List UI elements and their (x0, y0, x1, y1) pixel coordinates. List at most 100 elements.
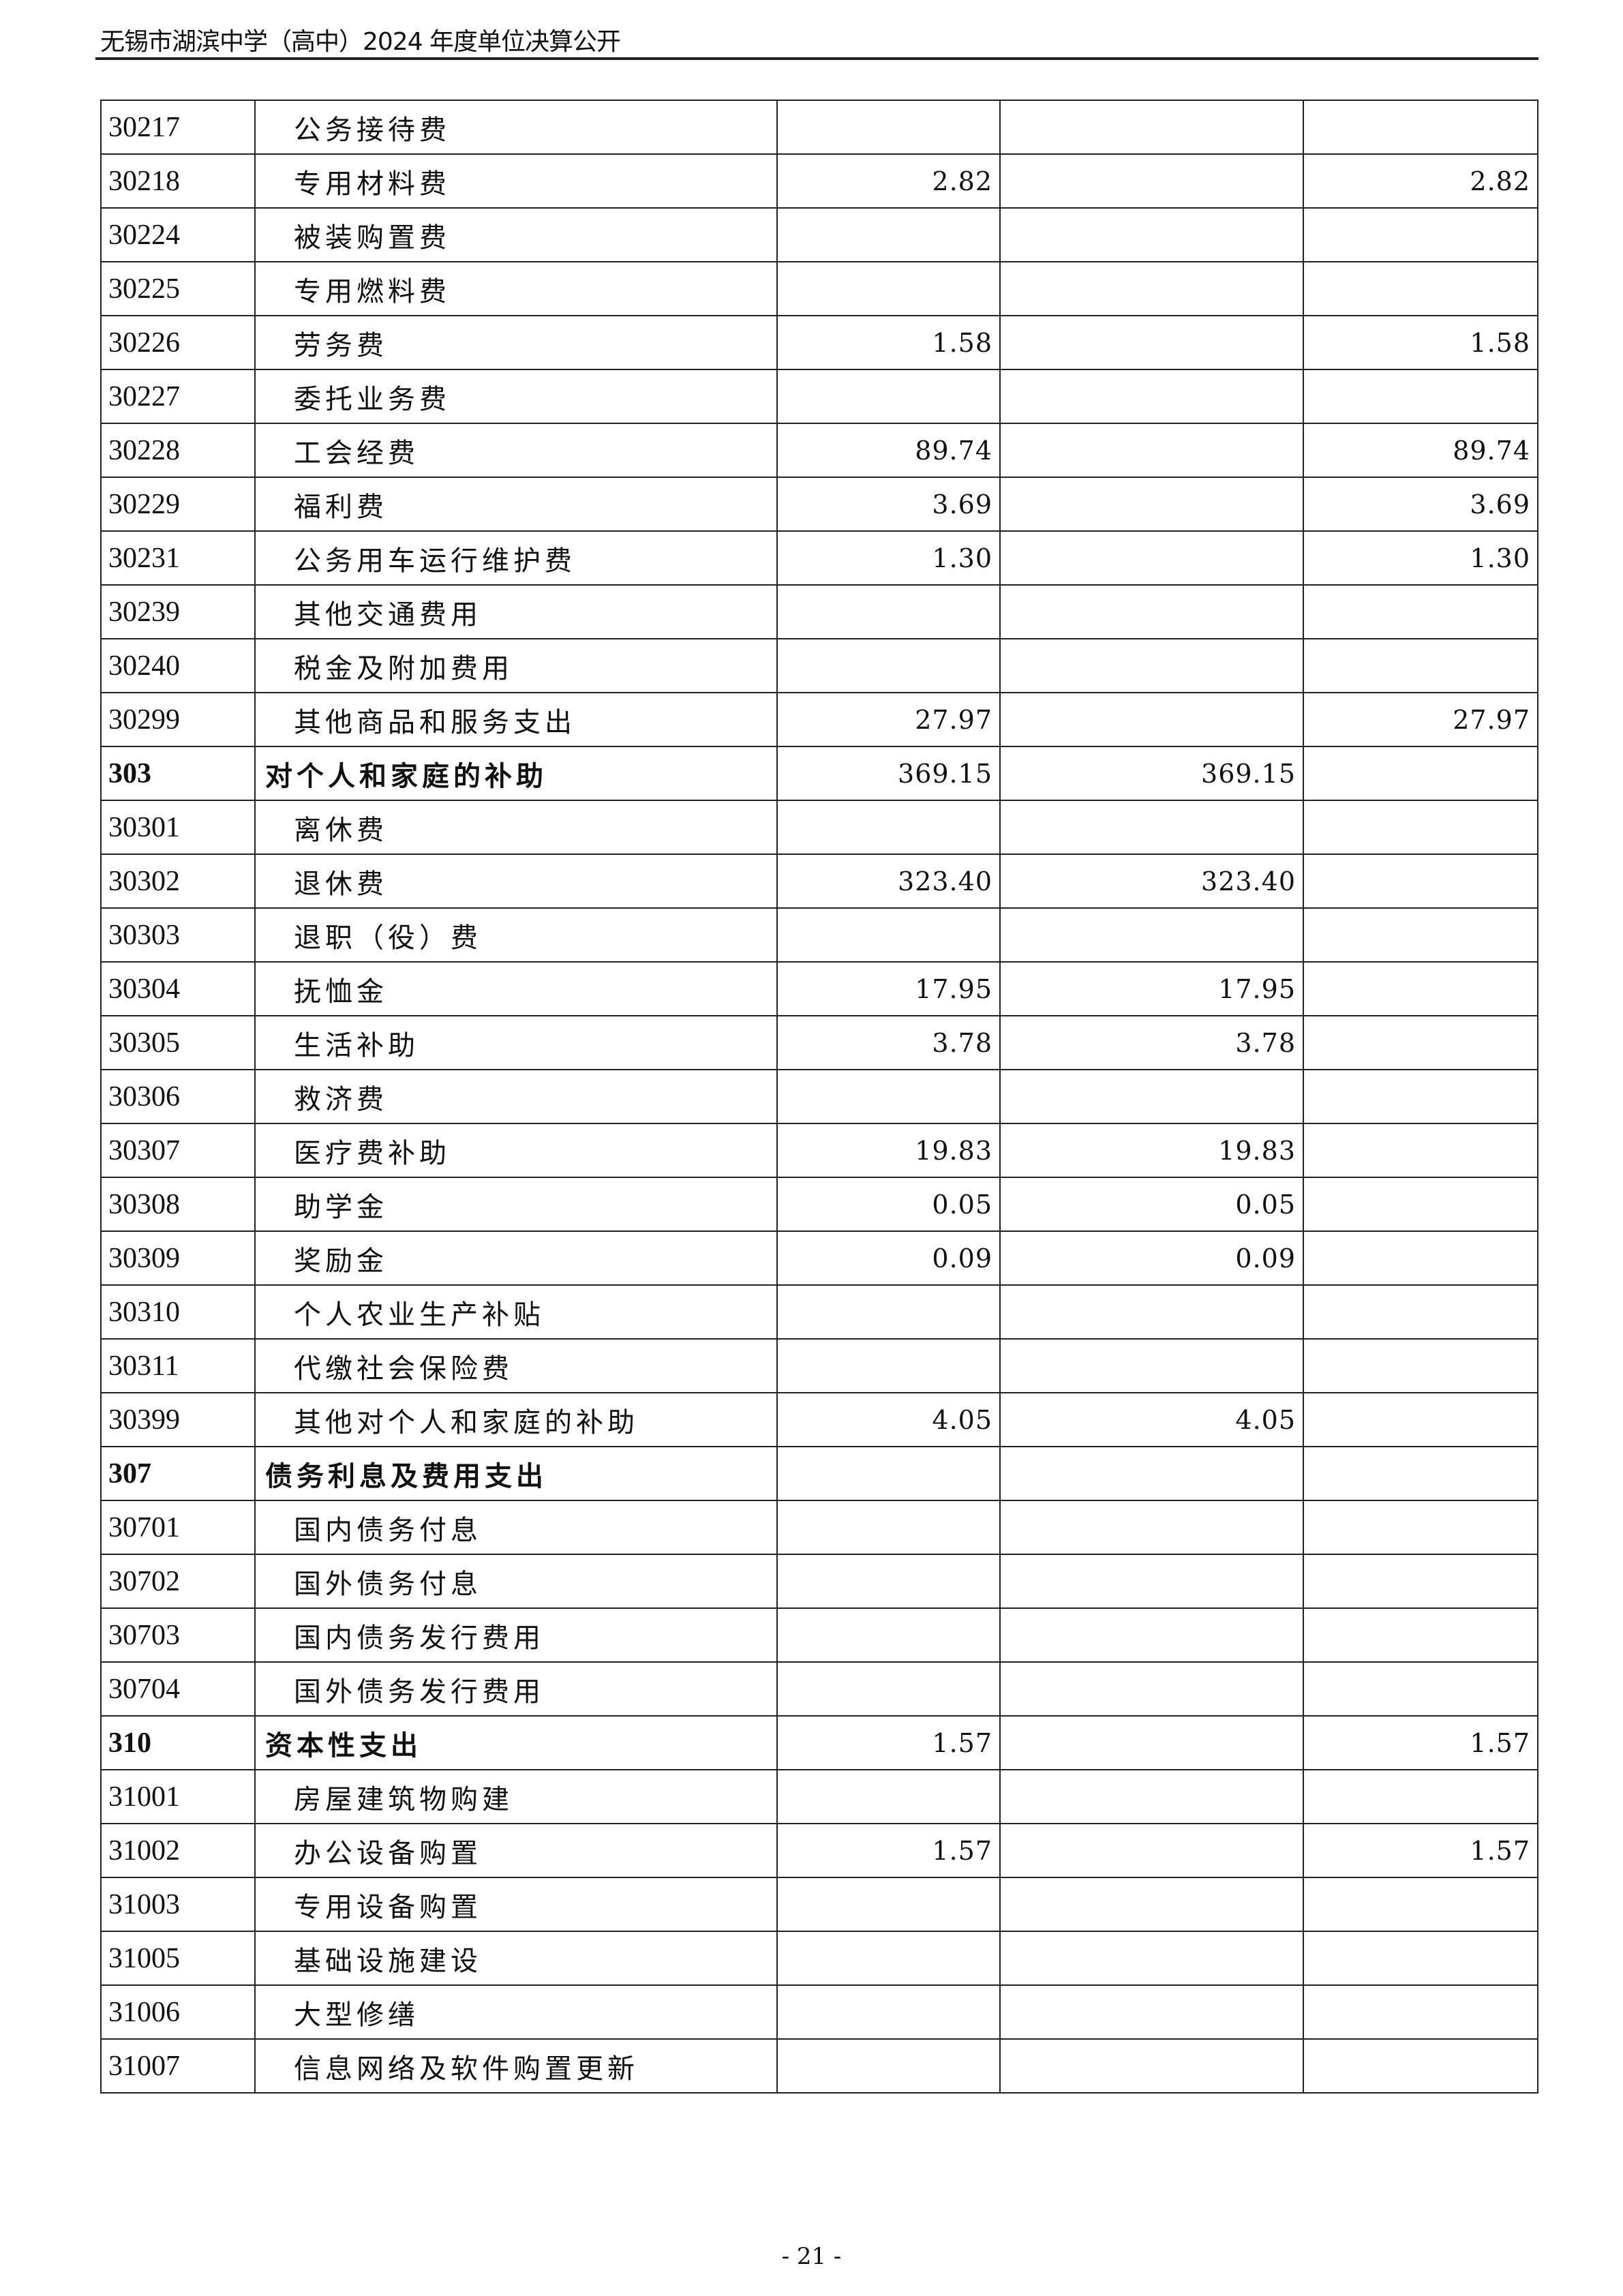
row-name: 专用材料费 (254, 153, 778, 209)
row-code: 30399 (100, 1392, 256, 1447)
row-name: 福利费 (254, 477, 778, 532)
table-row: 31007 信息网络及软件购置更新 (100, 2038, 1538, 2094)
row-code: 310 (100, 1715, 256, 1770)
row-total (776, 369, 1001, 424)
table-row: 30227 委托业务费 (100, 369, 1538, 424)
row-total: 4.05 (776, 1392, 1001, 1447)
table-row: 30303 退职（役）费 (100, 907, 1538, 963)
table-row: 31003 专用设备购置 (100, 1877, 1538, 1932)
row-code: 30307 (100, 1123, 256, 1178)
row-total: 369.15 (776, 746, 1001, 801)
row-code: 30301 (100, 800, 256, 855)
row-total (776, 1338, 1001, 1393)
row-name: 奖励金 (254, 1230, 778, 1286)
row-basic (999, 153, 1304, 209)
table-row: 30231 公务用车运行维护费 1.30 1.30 (100, 530, 1538, 586)
row-name: 劳务费 (254, 315, 778, 370)
table-row: 30305 生活补助 3.78 3.78 (100, 1015, 1538, 1070)
row-total: 17.95 (776, 961, 1001, 1016)
row-basic (999, 261, 1304, 316)
row-basic (999, 584, 1304, 639)
row-total: 1.57 (776, 1715, 1001, 1770)
row-code: 30702 (100, 1554, 256, 1609)
row-basic (999, 1715, 1304, 1770)
row-name: 房屋建筑物购建 (254, 1769, 778, 1824)
table-row: 30226 劳务费 1.58 1.58 (100, 315, 1538, 370)
row-project (1303, 1607, 1538, 1663)
row-basic (999, 1554, 1304, 1609)
row-code: 30309 (100, 1230, 256, 1286)
row-total (776, 207, 1001, 262)
table-row: 30399 其他对个人和家庭的补助 4.05 4.05 (100, 1392, 1538, 1447)
row-basic (999, 800, 1304, 855)
row-basic (999, 1769, 1304, 1824)
row-basic (999, 1877, 1304, 1932)
row-total (776, 1500, 1001, 1555)
row-total: 27.97 (776, 692, 1001, 747)
table-row: 30240 税金及附加费用 (100, 638, 1538, 693)
row-project (1303, 1554, 1538, 1609)
row-basic (999, 1984, 1304, 2040)
row-basic (999, 1338, 1304, 1393)
row-code: 30308 (100, 1177, 256, 1232)
row-project (1303, 1392, 1538, 1447)
row-total (776, 1069, 1001, 1124)
row-name: 信息网络及软件购置更新 (254, 2038, 778, 2094)
row-basic (999, 369, 1304, 424)
row-code: 30311 (100, 1338, 256, 1393)
row-basic (999, 1446, 1304, 1501)
row-name: 其他交通费用 (254, 584, 778, 639)
table-row: 30301 离休费 (100, 800, 1538, 855)
row-code: 30304 (100, 961, 256, 1016)
row-project (1303, 369, 1538, 424)
row-project (1303, 961, 1538, 1016)
row-name: 国内债务付息 (254, 1500, 778, 1555)
row-total (776, 800, 1001, 855)
table-row: 30217 公务接待费 (100, 100, 1538, 155)
row-basic (999, 1661, 1304, 1717)
row-total: 1.30 (776, 530, 1001, 586)
row-name: 大型修缮 (254, 1984, 778, 2040)
row-total: 1.58 (776, 315, 1001, 370)
row-total (776, 261, 1001, 316)
expenditure-table: 30217 公务接待费 30218 专用材料费 2.82 2.82 30224 被装购置费 30… (100, 100, 1538, 2094)
row-project (1303, 100, 1538, 155)
row-total (776, 1446, 1001, 1501)
row-name: 救济费 (254, 1069, 778, 1124)
row-project: 1.58 (1303, 315, 1538, 370)
table-row: 30229 福利费 3.69 3.69 (100, 477, 1538, 532)
row-code: 30229 (100, 477, 256, 532)
row-basic (999, 207, 1304, 262)
row-total (776, 1877, 1001, 1932)
row-name: 国外债务付息 (254, 1554, 778, 1609)
row-total: 3.69 (776, 477, 1001, 532)
row-name: 退职（役）费 (254, 907, 778, 963)
row-project (1303, 1069, 1538, 1124)
row-name: 退休费 (254, 854, 778, 909)
row-code: 30225 (100, 261, 256, 316)
row-name: 专用设备购置 (254, 1877, 778, 1932)
row-basic: 369.15 (999, 746, 1304, 801)
table-row: 30299 其他商品和服务支出 27.97 27.97 (100, 692, 1538, 747)
table-row: 31002 办公设备购置 1.57 1.57 (100, 1823, 1538, 1878)
table-row: 30703 国内债务发行费用 (100, 1607, 1538, 1663)
row-total (776, 584, 1001, 639)
row-basic (999, 907, 1304, 963)
table-row: 30307 医疗费补助 19.83 19.83 (100, 1123, 1538, 1178)
row-basic (999, 100, 1304, 155)
row-basic (999, 2038, 1304, 2094)
table-row: 30701 国内债务付息 (100, 1500, 1538, 1555)
row-project (1303, 2038, 1538, 2094)
row-name: 医疗费补助 (254, 1123, 778, 1178)
row-project (1303, 1984, 1538, 2040)
table-row: 30311 代缴社会保险费 (100, 1338, 1538, 1393)
row-total: 1.57 (776, 1823, 1001, 1878)
row-code: 30704 (100, 1661, 256, 1717)
row-total (776, 1284, 1001, 1340)
row-total: 3.78 (776, 1015, 1001, 1070)
row-name: 国外债务发行费用 (254, 1661, 778, 1717)
row-project (1303, 1661, 1538, 1717)
table-row: 30306 救济费 (100, 1069, 1538, 1124)
row-basic (999, 477, 1304, 532)
row-name: 资本性支出 (254, 1715, 778, 1770)
